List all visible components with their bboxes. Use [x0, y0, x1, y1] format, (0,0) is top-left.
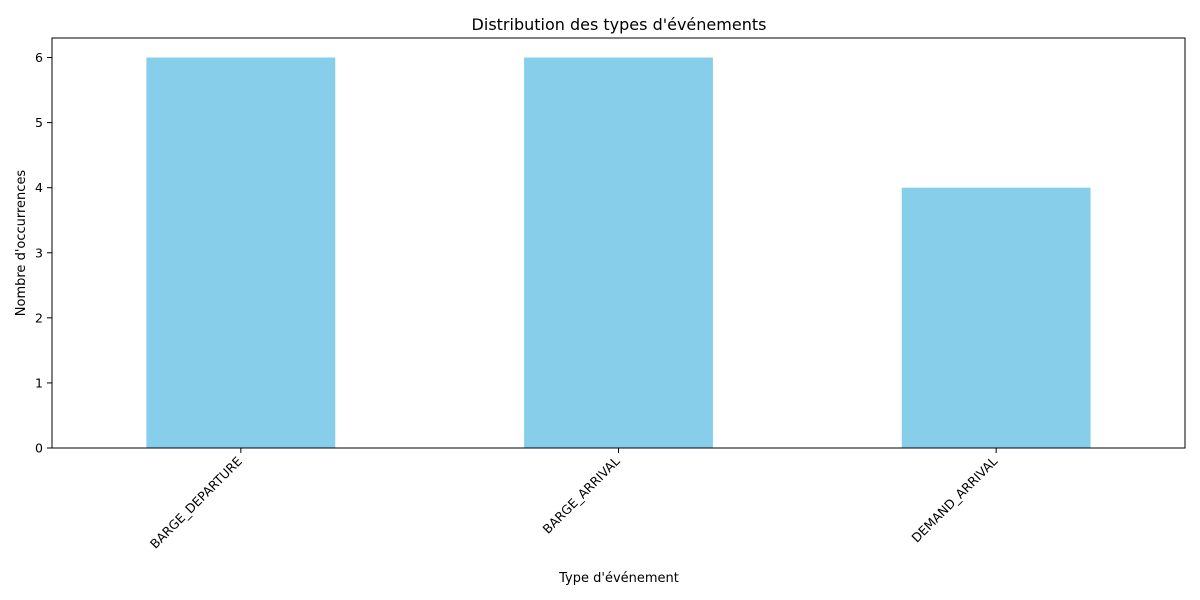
bar-barge-arrival: [524, 57, 713, 449]
x-axis-ticks: BARGE_DEPARTURE BARGE_ARRIVAL DEMAND_ARRIV…: [147, 448, 1000, 552]
x-tick-label: BARGE_DEPARTURE: [147, 453, 245, 551]
y-tick-label: 1: [35, 375, 43, 390]
bars-group: [146, 57, 1091, 449]
y-tick-label: 0: [35, 441, 43, 456]
y-tick-label: 6: [35, 50, 43, 65]
x-axis-label: Type d'événement: [558, 571, 679, 586]
plot-area-frame: [51, 37, 1186, 449]
bar-demand-arrival: [901, 187, 1091, 448]
x-tick-label: BARGE_ARRIVAL: [540, 453, 623, 536]
x-tick-label: DEMAND_ARRIVAL: [908, 453, 1000, 545]
bar-barge-departure: [146, 57, 336, 449]
y-tick-label: 4: [35, 180, 43, 195]
y-tick-label: 2: [35, 310, 43, 325]
y-axis-label: Nombre d'occurrences: [14, 170, 29, 317]
y-axis-ticks: 0 1 2 3 4 5 6: [35, 50, 52, 456]
chart-title: Distribution des types d'événements: [472, 15, 767, 34]
y-tick-label: 3: [35, 245, 43, 260]
y-tick-label: 5: [35, 115, 43, 130]
